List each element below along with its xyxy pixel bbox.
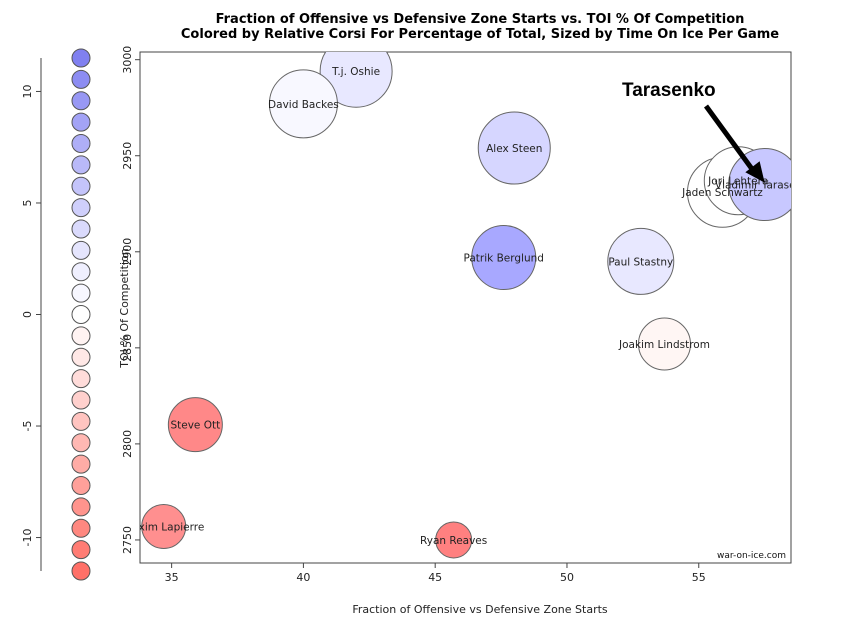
bubble-label: Maxim Lapierre [123,522,204,534]
arrow-head [745,161,765,183]
x-axis-label: Fraction of Offensive vs Defensive Zone … [352,603,608,616]
colorbar-swatch [71,134,91,153]
y-tick-label: 2750 [121,526,134,554]
colorbar-tick-label: -5 [21,421,34,432]
colorbar-tick-label: -10 [21,529,34,547]
colorbar-swatch [71,69,91,89]
bubble-label: Alex Steen [486,143,542,155]
bubble-label: Jori Lehtera [707,176,768,188]
chart-subtitle: Colored by Relative Corsi For Percentage… [181,27,779,42]
colorbar [71,48,91,581]
colorbar-swatch [71,540,91,560]
y-tick-label: 2950 [121,142,134,170]
bubble [477,111,551,185]
colorbar-swatch [71,411,91,431]
bubble [728,148,791,222]
bubble [141,504,187,549]
bubble-label: Steve Ott [170,420,220,432]
colorbar-swatch [71,476,91,495]
x-tick-label: 35 [165,571,179,584]
x-tick-label: 45 [428,571,442,584]
bubble [607,227,675,295]
colorbar-swatch [71,176,91,196]
x-tick-label: 55 [692,571,706,584]
bubble-label: Ryan Reaves [420,535,487,547]
colorbar-swatch [71,48,91,68]
x-axis: 35 40 45 50 55 [165,563,706,584]
colorbar-swatch [71,347,91,367]
colorbar-ticks: 10 5 0 -5 -10 [21,58,42,571]
bubble-label: T.j. Oshie [331,66,380,78]
bubble-label: Patrik Berglund [464,253,544,265]
colorbar-swatch [71,454,91,474]
colorbar-swatch [71,283,91,303]
y-tick-label: 2800 [121,430,134,458]
colorbar-swatch [71,262,91,282]
bubble [471,225,537,291]
plot-frame [139,51,792,564]
y-tick-label: 2850 [121,334,134,362]
bubble [167,397,223,453]
colorbar-swatch [71,390,91,410]
colorbar-swatch [71,497,91,517]
annotation-label: Tarasenko [622,80,716,101]
colorbar-swatch [71,112,91,132]
x-tick-label: 40 [296,571,310,584]
colorbar-swatch [71,240,91,260]
bubble [268,69,338,139]
bubble-label: Jaden Schwartz [681,187,763,199]
arrow-shaft [703,104,757,175]
colorbar-swatch [71,198,91,218]
colorbar-swatch [71,155,91,175]
bubble-label: Joakim Lindstrom [618,339,710,351]
colorbar-swatch [71,433,91,453]
colorbar-tick-label: 0 [21,311,34,318]
y-axis-label: TOI % Of Competition [118,248,131,368]
bubble-label: David Backes [268,99,339,111]
chart-title: Fraction of Offensive vs Defensive Zone … [216,12,745,27]
colorbar-swatch [71,305,91,324]
y-axis: 2750 2800 2850 2900 2950 3000 [121,46,140,554]
bubble [435,521,473,559]
colorbar-swatch [71,518,91,538]
colorbar-swatch [71,219,91,239]
bubble-label: Vladimir Tarasenko [715,180,815,192]
colorbar-tick-label: 10 [21,84,34,98]
bubble [637,317,691,371]
colorbar-tick-label: 5 [21,199,34,206]
bubble-label: Paul Stastny [608,256,673,268]
credit-label: war-on-ice.com [717,551,786,561]
colorbar-swatch [71,91,91,111]
bubble-layer: T.j. Oshie David Backes Alex Steen Jaden Sc… [123,52,815,559]
colorbar-swatch [71,326,91,346]
colorbar-swatch [71,561,91,581]
annotation-arrow [703,104,765,183]
y-tick-label: 3000 [121,46,134,74]
colorbar-swatch [71,369,91,389]
x-tick-label: 50 [560,571,574,584]
y-tick-label: 2900 [121,238,134,266]
bubble [319,52,393,108]
